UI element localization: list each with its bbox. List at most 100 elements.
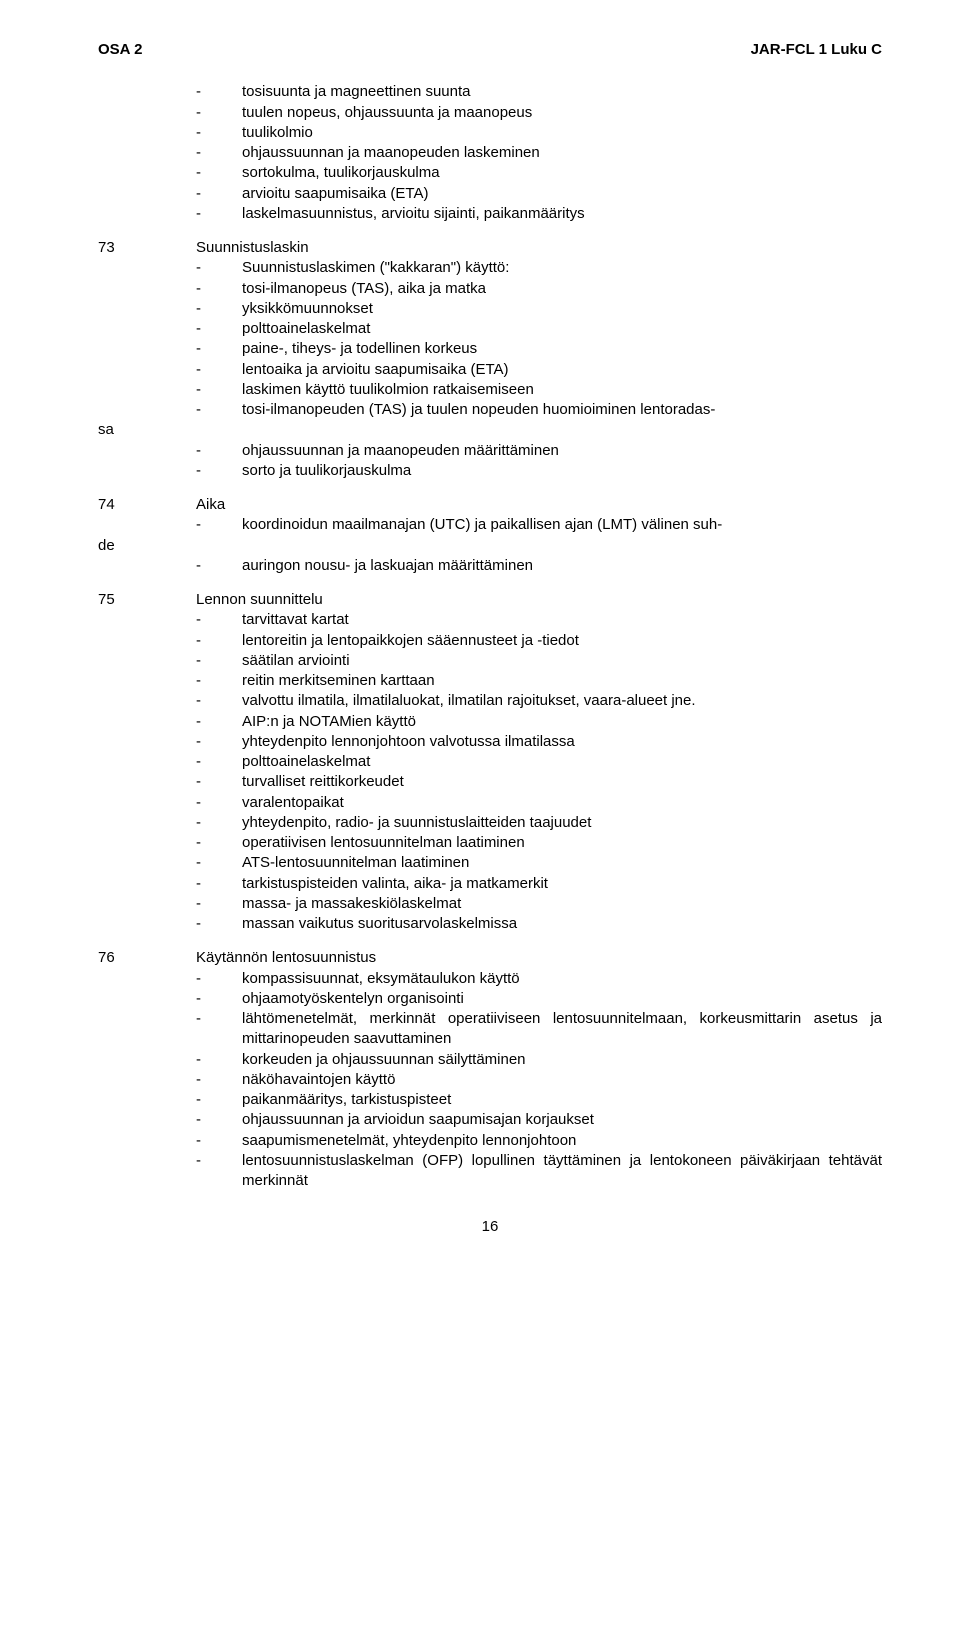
bullet-text: näköhavaintojen käyttö [242, 1070, 882, 1090]
bullet-dash: - [196, 651, 242, 671]
section-number: 76 [98, 948, 196, 1191]
bullet-dash: - [196, 969, 242, 989]
list-item: -laskelmasuunnistus, arvioitu sijainti, … [196, 204, 882, 224]
bullet-dash: - [196, 874, 242, 894]
page-number: 16 [98, 1217, 882, 1237]
list-item: -varalentopaikat [196, 793, 882, 813]
list-item: -lentoreitin ja lentopaikkojen sääennust… [196, 631, 882, 651]
list-item: -massa- ja massakeskiölaskelmat [196, 894, 882, 914]
bullet-dash: - [196, 1009, 242, 1050]
bullet-dash: - [196, 400, 242, 420]
bullet-dash: - [196, 299, 242, 319]
list-item: -tuulikolmio [196, 123, 882, 143]
list-item: -reitin merkitseminen karttaan [196, 671, 882, 691]
bullet-dash: - [196, 319, 242, 339]
bullet-text: massan vaikutus suoritusarvolaskelmissa [242, 914, 882, 934]
list-item: -ATS-lentosuunnitelman laatiminen [196, 853, 882, 873]
header-right: JAR-FCL 1 Luku C [751, 40, 882, 60]
list-item: -polttoainelaskelmat [196, 319, 882, 339]
bullet-dash: - [196, 989, 242, 1009]
bullet-text: polttoainelaskelmat [242, 319, 882, 339]
bullet-text: laskelmasuunnistus, arvioitu sijainti, p… [242, 204, 882, 224]
bullet-dash: - [196, 914, 242, 934]
bullet-text: paine-, tiheys- ja todellinen korkeus [242, 339, 882, 359]
bullet-dash: - [196, 752, 242, 772]
list-item: -massan vaikutus suoritusarvolaskelmissa [196, 914, 882, 934]
list-item: -arvioitu saapumisaika (ETA) [196, 184, 882, 204]
bullet-text: paikanmääritys, tarkistuspisteet [242, 1090, 882, 1110]
bullet-dash: - [196, 732, 242, 752]
bullet-text: ohjaussuunnan ja maanopeuden määrittämin… [242, 441, 882, 461]
bullet-dash: - [196, 123, 242, 143]
bullet-dash: - [196, 631, 242, 651]
bullet-dash: - [196, 853, 242, 873]
wrap-continuation: sa [98, 420, 114, 440]
bullet-text: tosi-ilmanopeuden (TAS) ja tuulen nopeud… [242, 400, 882, 420]
list-item: -paine-, tiheys- ja todellinen korkeus [196, 339, 882, 359]
list-item: -lentosuunnistuslaskelman (OFP) lopullin… [196, 1151, 882, 1192]
section-title: Lennon suunnittelu [196, 590, 882, 610]
bullet-text: yhteydenpito, radio- ja suunnistuslaitte… [242, 813, 882, 833]
section-number: 74 [98, 495, 196, 515]
bullet-text: reitin merkitseminen karttaan [242, 671, 882, 691]
bullet-dash: - [196, 1110, 242, 1130]
bullet-text: lentoaika ja arvioitu saapumisaika (ETA) [242, 360, 882, 380]
bullet-text: ohjaamotyöskentelyn organisointi [242, 989, 882, 1009]
bullet-dash: - [196, 143, 242, 163]
section-title: Käytännön lentosuunnistus [196, 948, 882, 968]
list-item: -ohjaamotyöskentelyn organisointi [196, 989, 882, 1009]
list-item: -saapumismenetelmät, yhteydenpito lennon… [196, 1131, 882, 1151]
list-item: -korkeuden ja ohjaussuunnan säilyttämine… [196, 1050, 882, 1070]
list-item: -tarkistuspisteiden valinta, aika- ja ma… [196, 874, 882, 894]
bullet-dash: - [196, 279, 242, 299]
list-item: -laskimen käyttö tuulikolmion ratkaisemi… [196, 380, 882, 400]
list-item: -lentoaika ja arvioitu saapumisaika (ETA… [196, 360, 882, 380]
bullet-dash: - [196, 1090, 242, 1110]
list-item: -ohjaussuunnan ja maanopeuden laskeminen [196, 143, 882, 163]
section-76: 76 Käytännön lentosuunnistus -kompassisu… [98, 948, 882, 1191]
section-number: 75 [98, 590, 196, 934]
list-item: -tarvittavat kartat [196, 610, 882, 630]
list-item: -säätilan arviointi [196, 651, 882, 671]
list-item: -sorto ja tuulikorjauskulma [196, 461, 882, 481]
bullet-text: saapumismenetelmät, yhteydenpito lennonj… [242, 1131, 882, 1151]
bullet-text: tuulen nopeus, ohjaussuunta ja maanopeus [242, 103, 882, 123]
bullet-text: yksikkömuunnokset [242, 299, 882, 319]
bullet-dash: - [196, 833, 242, 853]
bullet-dash: - [196, 461, 242, 481]
section-75: 75 Lennon suunnittelu -tarvittavat karta… [98, 590, 882, 934]
bullet-text: lentoreitin ja lentopaikkojen sääennuste… [242, 631, 882, 651]
list-item: -polttoainelaskelmat [196, 752, 882, 772]
list-item: -turvalliset reittikorkeudet [196, 772, 882, 792]
list-item: -operatiivisen lentosuunnitelman laatimi… [196, 833, 882, 853]
bullet-dash: - [196, 339, 242, 359]
bullet-text: sortokulma, tuulikorjauskulma [242, 163, 882, 183]
bullet-text: kompassisuunnat, eksymätaulukon käyttö [242, 969, 882, 989]
bullet-dash: - [196, 1151, 242, 1192]
section-number: 73 [98, 238, 196, 400]
list-item: -yhteydenpito, radio- ja suunnistuslaitt… [196, 813, 882, 833]
bullet-dash: - [196, 360, 242, 380]
bullet-dash: - [196, 204, 242, 224]
bullet-text: yhteydenpito lennonjohtoon valvotussa il… [242, 732, 882, 752]
bullet-dash: - [196, 894, 242, 914]
bullet-dash: - [196, 1131, 242, 1151]
bullet-dash: - [196, 556, 242, 576]
bullet-text: sorto ja tuulikorjauskulma [242, 461, 882, 481]
section-title: Suunnistuslaskin [196, 238, 882, 258]
bullet-text: tuulikolmio [242, 123, 882, 143]
bullet-dash: - [196, 671, 242, 691]
bullet-text: valvottu ilmatila, ilmatilaluokat, ilmat… [242, 691, 882, 711]
bullet-dash: - [196, 610, 242, 630]
bullet-text: AIP:n ja NOTAMien käyttö [242, 712, 882, 732]
bullet-text: ohjaussuunnan ja arvioidun saapumisajan … [242, 1110, 882, 1130]
list-item: -näköhavaintojen käyttö [196, 1070, 882, 1090]
bullet-text: tosisuunta ja magneettinen suunta [242, 82, 882, 102]
bullet-dash: - [196, 258, 242, 278]
bullet-dash: - [196, 441, 242, 461]
bullet-dash: - [196, 515, 242, 535]
bullet-dash: - [196, 813, 242, 833]
intro-block: -tosisuunta ja magneettinen suunta-tuule… [98, 82, 882, 224]
bullet-text: korkeuden ja ohjaussuunnan säilyttäminen [242, 1050, 882, 1070]
bullet-dash: - [196, 163, 242, 183]
